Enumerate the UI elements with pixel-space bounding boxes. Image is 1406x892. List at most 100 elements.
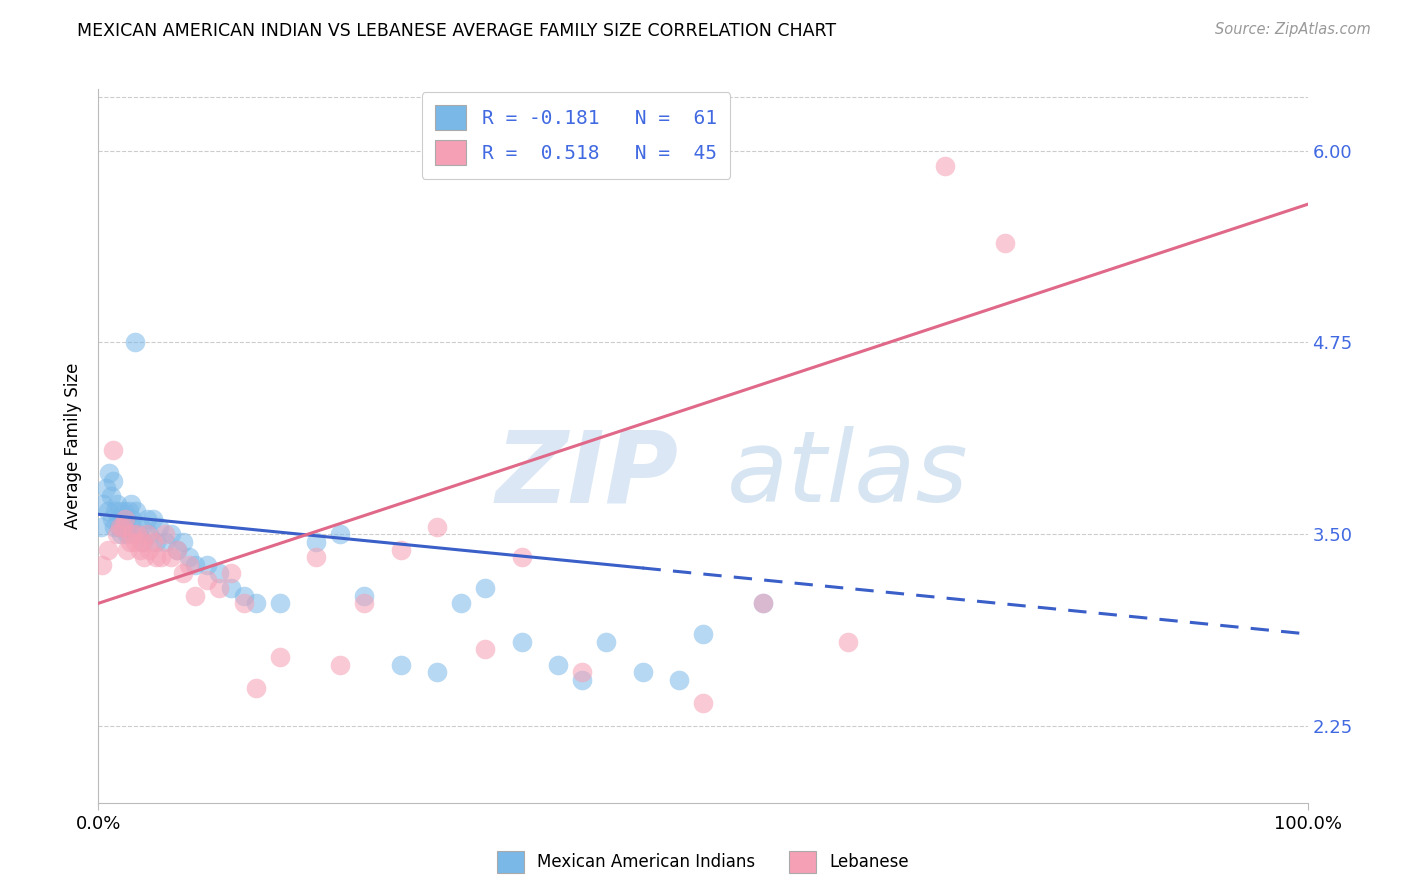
Point: [221, 581, 243, 595]
Point: [98, 466, 121, 480]
Point: [571, 673, 593, 687]
Point: [245, 596, 267, 610]
Point: [692, 696, 714, 710]
Point: [105, 497, 128, 511]
Point: [135, 512, 157, 526]
Point: [208, 566, 231, 580]
Point: [232, 596, 254, 610]
Point: [353, 589, 375, 603]
Point: [221, 566, 243, 580]
Point: [111, 519, 134, 533]
Point: [172, 535, 194, 549]
Point: [184, 589, 207, 603]
Point: [145, 550, 167, 565]
Point: [117, 542, 139, 557]
Y-axis label: Average Family Size: Average Family Size: [65, 363, 83, 529]
Point: [91, 558, 114, 572]
Point: [145, 535, 167, 549]
Point: [94, 481, 117, 495]
Point: [195, 574, 218, 588]
Point: [305, 550, 328, 565]
Point: [329, 527, 352, 541]
Point: [125, 504, 148, 518]
Point: [114, 512, 136, 526]
Point: [128, 542, 150, 557]
Point: [166, 542, 188, 557]
Point: [117, 527, 139, 541]
Point: [138, 542, 160, 557]
Point: [934, 159, 956, 173]
Point: [101, 442, 124, 457]
Point: [97, 542, 120, 557]
Point: [353, 596, 375, 610]
Point: [184, 558, 207, 572]
Point: [129, 519, 152, 533]
Point: [510, 634, 533, 648]
Point: [179, 550, 201, 565]
Point: [269, 650, 291, 665]
Point: [132, 535, 155, 549]
Point: [101, 474, 124, 488]
Point: [474, 581, 496, 595]
Point: [118, 535, 141, 549]
Point: [114, 519, 136, 533]
Point: [994, 235, 1017, 250]
Point: [135, 527, 157, 541]
Point: [153, 527, 176, 541]
Point: [121, 527, 143, 541]
Point: [97, 504, 120, 518]
Point: [752, 596, 775, 610]
Point: [837, 634, 859, 648]
Point: [389, 657, 412, 672]
Point: [124, 335, 146, 350]
Point: [134, 550, 156, 565]
Point: [108, 519, 131, 533]
Point: [107, 512, 129, 526]
Text: atlas: atlas: [727, 426, 969, 523]
Point: [595, 634, 617, 648]
Point: [450, 596, 472, 610]
Point: [90, 519, 112, 533]
Point: [118, 519, 141, 533]
Point: [105, 527, 128, 541]
Point: [104, 504, 127, 518]
Point: [127, 527, 149, 541]
Point: [103, 519, 125, 533]
Point: [131, 535, 153, 549]
Text: ZIP: ZIP: [496, 426, 679, 523]
Point: [142, 512, 165, 526]
Point: [232, 589, 254, 603]
Point: [124, 535, 146, 549]
Point: [120, 497, 142, 511]
Point: [195, 558, 218, 572]
Point: [108, 519, 131, 533]
Point: [142, 535, 165, 549]
Point: [329, 657, 352, 672]
Point: [160, 550, 183, 565]
Point: [150, 550, 173, 565]
Point: [100, 512, 122, 526]
Point: [752, 596, 775, 610]
Point: [118, 504, 141, 518]
Point: [108, 504, 131, 518]
Point: [474, 642, 496, 657]
Point: [112, 504, 135, 518]
Point: [389, 542, 412, 557]
Point: [172, 566, 194, 580]
Point: [110, 527, 132, 541]
Point: [160, 527, 183, 541]
Point: [426, 665, 449, 680]
Legend: R = -0.181   N =  61, R =  0.518   N =  45: R = -0.181 N = 61, R = 0.518 N = 45: [422, 92, 731, 178]
Point: [305, 535, 328, 549]
Point: [166, 542, 188, 557]
Point: [91, 497, 114, 511]
Point: [121, 512, 143, 526]
Point: [111, 512, 134, 526]
Point: [631, 665, 654, 680]
Point: [668, 673, 690, 687]
Point: [153, 535, 176, 549]
Legend: Mexican American Indians, Lebanese: Mexican American Indians, Lebanese: [491, 845, 915, 880]
Text: MEXICAN AMERICAN INDIAN VS LEBANESE AVERAGE FAMILY SIZE CORRELATION CHART: MEXICAN AMERICAN INDIAN VS LEBANESE AVER…: [77, 22, 837, 40]
Text: Source: ZipAtlas.com: Source: ZipAtlas.com: [1215, 22, 1371, 37]
Point: [115, 512, 138, 526]
